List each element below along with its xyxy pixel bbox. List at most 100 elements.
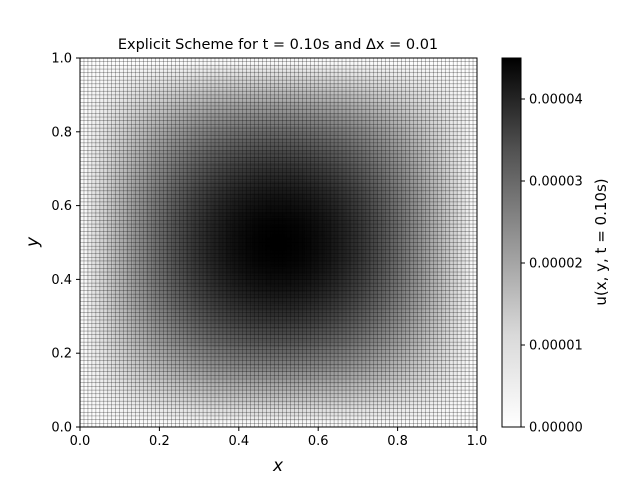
heatmap-cell (278, 88, 286, 96)
heatmap-cell (99, 101, 107, 108)
heatmap-cell (291, 297, 299, 305)
heatmap-cell (99, 316, 107, 323)
heatmap-cell (318, 181, 326, 188)
heatmap-cell (397, 328, 405, 336)
heatmap-cell (463, 131, 471, 139)
heatmap-cell (93, 285, 101, 293)
heatmap-cell (146, 125, 154, 133)
heatmap-cell (397, 230, 405, 237)
heatmap-cell (450, 297, 458, 305)
heatmap-cell (410, 353, 418, 360)
x-tick-label: 0.0 (70, 434, 91, 449)
heatmap-cell (199, 359, 207, 366)
heatmap-cell (450, 353, 458, 360)
heatmap-cell (457, 316, 465, 323)
heatmap-cell (437, 297, 445, 305)
heatmap-cell (357, 162, 365, 170)
heatmap-cell (139, 64, 147, 71)
heatmap-cell (146, 107, 154, 114)
heatmap-cell (232, 267, 240, 274)
heatmap-cell (139, 347, 147, 354)
heatmap-cell (80, 137, 88, 145)
heatmap-cell (245, 144, 253, 151)
heatmap-cell (331, 131, 339, 139)
heatmap-cell (351, 316, 359, 323)
heatmap-cell (179, 211, 187, 219)
heatmap-cell (199, 353, 207, 360)
heatmap-cell (377, 101, 385, 108)
heatmap-cell (463, 168, 471, 176)
heatmap-cell (179, 420, 187, 427)
heatmap-cell (199, 242, 207, 250)
heatmap-cell (245, 285, 253, 293)
heatmap-cell (245, 334, 253, 342)
heatmap-cell (430, 76, 438, 83)
heatmap-cell (443, 88, 451, 96)
heatmap-cell (351, 150, 359, 157)
heatmap-cell (417, 82, 425, 90)
heatmap-cell (139, 162, 147, 170)
heatmap-cell (338, 217, 346, 225)
heatmap-cell (304, 187, 312, 194)
heatmap-cell (443, 230, 451, 237)
heatmap-cell (113, 168, 121, 176)
heatmap-cell (245, 174, 253, 182)
heatmap-cell (437, 383, 445, 391)
heatmap-cell (252, 254, 260, 262)
heatmap-cell (218, 420, 226, 427)
heatmap-cell (304, 137, 312, 145)
heatmap-cell (152, 58, 160, 65)
heatmap-cell (470, 328, 477, 336)
heatmap-cell (417, 285, 425, 293)
heatmap-cell (364, 420, 372, 427)
heatmap-cell (232, 211, 240, 219)
heatmap-cell (152, 101, 160, 108)
heatmap-cell (457, 365, 465, 373)
heatmap-cell (258, 199, 266, 206)
heatmap-cell (371, 230, 379, 237)
heatmap-cell (410, 70, 418, 77)
heatmap-cell (298, 322, 306, 329)
heatmap-cell (132, 291, 140, 299)
heatmap-cell (225, 353, 233, 360)
heatmap-cell (245, 205, 253, 213)
heatmap-cell (205, 119, 213, 127)
heatmap-cell (172, 187, 180, 194)
heatmap-cell (384, 347, 392, 354)
heatmap-cell (285, 291, 293, 299)
heatmap-cell (410, 162, 418, 170)
heatmap-cell (285, 260, 293, 268)
heatmap-cell (212, 402, 220, 409)
heatmap-cell (185, 316, 193, 323)
heatmap-cell (179, 156, 187, 163)
heatmap-cell (152, 304, 160, 311)
heatmap-cell (443, 377, 451, 385)
heatmap-cell (437, 94, 445, 102)
heatmap-cell (86, 70, 94, 77)
heatmap-cell (450, 273, 458, 280)
heatmap-cell (470, 113, 477, 120)
heatmap-cell (172, 279, 180, 286)
heatmap-cell (377, 279, 385, 286)
heatmap-cell (106, 131, 114, 139)
heatmap-cell (212, 414, 220, 422)
heatmap-cell (119, 340, 127, 348)
heatmap-cell (146, 101, 154, 108)
heatmap-cell (152, 285, 160, 293)
heatmap-cell (218, 156, 226, 163)
heatmap-cell (185, 119, 193, 127)
heatmap-cell (424, 181, 432, 188)
heatmap-cell (430, 137, 438, 145)
heatmap-cell (126, 242, 134, 250)
heatmap-cell (106, 125, 114, 133)
heatmap-cell (384, 82, 392, 90)
heatmap-cell (450, 260, 458, 268)
heatmap-cell (225, 377, 233, 385)
heatmap-cell (450, 230, 458, 237)
heatmap-cell (232, 260, 240, 268)
heatmap-cell (298, 414, 306, 422)
heatmap-cell (218, 131, 226, 139)
heatmap-cell (298, 328, 306, 336)
heatmap-cell (371, 365, 379, 373)
heatmap-cell (86, 297, 94, 305)
